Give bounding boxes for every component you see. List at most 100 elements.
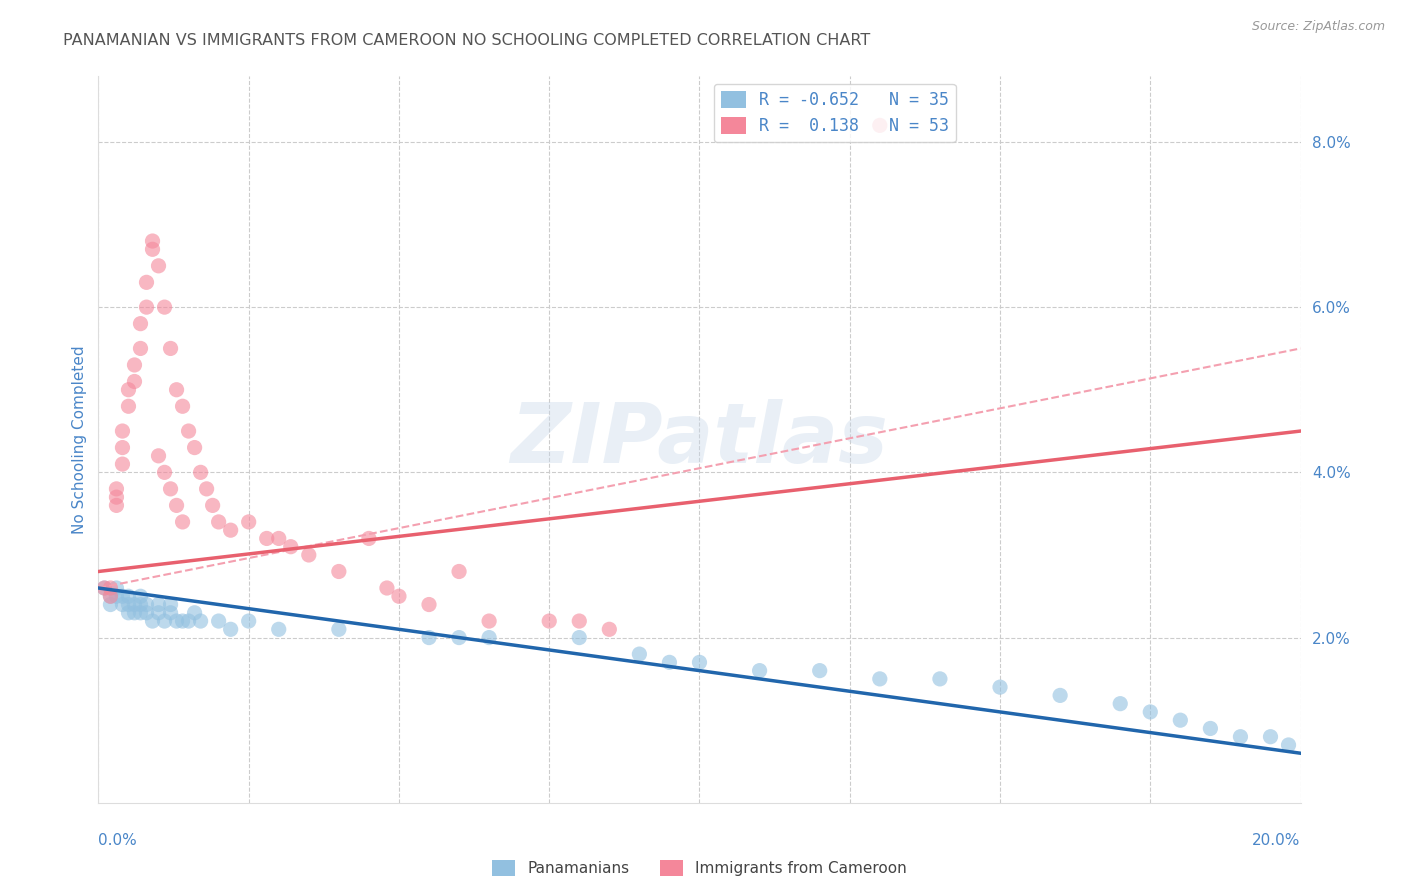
Point	[166, 383, 188, 397]
Point	[568, 614, 591, 628]
Text: 20.0%: 20.0%	[1253, 833, 1301, 847]
Point	[148, 606, 170, 620]
Point	[135, 598, 157, 612]
Point	[141, 614, 163, 628]
Point	[1109, 697, 1132, 711]
Point	[166, 614, 188, 628]
Point	[689, 656, 711, 670]
Point	[141, 234, 163, 248]
Point	[1049, 689, 1071, 703]
Point	[208, 614, 231, 628]
Point	[105, 490, 128, 504]
Point	[105, 482, 128, 496]
Point	[105, 581, 128, 595]
Point	[357, 532, 380, 546]
Point	[869, 119, 891, 133]
Point	[129, 317, 152, 331]
Point	[111, 589, 134, 603]
Point	[748, 664, 770, 678]
Point	[172, 614, 194, 628]
Text: PANAMANIAN VS IMMIGRANTS FROM CAMEROON NO SCHOOLING COMPLETED CORRELATION CHART: PANAMANIAN VS IMMIGRANTS FROM CAMEROON N…	[63, 33, 870, 48]
Y-axis label: No Schooling Completed: No Schooling Completed	[72, 345, 87, 533]
Point	[148, 449, 170, 463]
Text: Source: ZipAtlas.com: Source: ZipAtlas.com	[1251, 20, 1385, 33]
Point	[256, 532, 278, 546]
Point	[418, 631, 440, 645]
Point	[111, 598, 134, 612]
Point	[172, 399, 194, 413]
Point	[166, 499, 188, 513]
Point	[124, 606, 146, 620]
Point	[538, 614, 561, 628]
Point	[153, 466, 176, 480]
Point	[111, 457, 134, 471]
Point	[375, 581, 398, 595]
Point	[159, 606, 181, 620]
Point	[124, 598, 146, 612]
Point	[267, 623, 290, 637]
Point	[117, 383, 139, 397]
Point	[141, 242, 163, 256]
Point	[177, 424, 200, 438]
Point	[117, 589, 139, 603]
Point	[159, 482, 181, 496]
Point	[988, 680, 1011, 694]
Point	[808, 664, 831, 678]
Point	[328, 623, 350, 637]
Point	[201, 499, 224, 513]
Point	[100, 581, 122, 595]
Point	[1139, 705, 1161, 719]
Point	[177, 614, 200, 628]
Point	[159, 342, 181, 356]
Point	[280, 540, 302, 554]
Point	[1260, 730, 1282, 744]
Point	[267, 532, 290, 546]
Point	[129, 342, 152, 356]
Point	[219, 523, 242, 537]
Point	[1199, 722, 1222, 736]
Text: ZIPatlas: ZIPatlas	[510, 399, 889, 480]
Point	[100, 598, 122, 612]
Point	[208, 515, 231, 529]
Point	[1229, 730, 1251, 744]
Point	[568, 631, 591, 645]
Point	[598, 623, 620, 637]
Point	[478, 631, 501, 645]
Point	[129, 589, 152, 603]
Point	[929, 672, 952, 686]
Point	[129, 598, 152, 612]
Point	[100, 589, 122, 603]
Point	[135, 300, 157, 314]
Point	[153, 614, 176, 628]
Point	[478, 614, 501, 628]
Point	[418, 598, 440, 612]
Point	[111, 441, 134, 455]
Point	[105, 589, 128, 603]
Point	[117, 606, 139, 620]
Point	[298, 548, 321, 562]
Point	[238, 614, 260, 628]
Point	[93, 581, 115, 595]
Point	[135, 276, 157, 290]
Point	[195, 482, 218, 496]
Point	[447, 631, 470, 645]
Point	[238, 515, 260, 529]
Point	[388, 589, 411, 603]
Point	[159, 598, 181, 612]
Point	[111, 424, 134, 438]
Point	[628, 647, 651, 661]
Point	[328, 565, 350, 579]
Point	[148, 598, 170, 612]
Point	[124, 358, 146, 372]
Point	[183, 441, 205, 455]
Point	[190, 614, 212, 628]
Point	[105, 499, 128, 513]
Point	[183, 606, 205, 620]
Text: 0.0%: 0.0%	[98, 833, 138, 847]
Point	[1277, 738, 1299, 752]
Point	[190, 466, 212, 480]
Point	[153, 300, 176, 314]
Point	[148, 259, 170, 273]
Point	[117, 399, 139, 413]
Point	[447, 565, 470, 579]
